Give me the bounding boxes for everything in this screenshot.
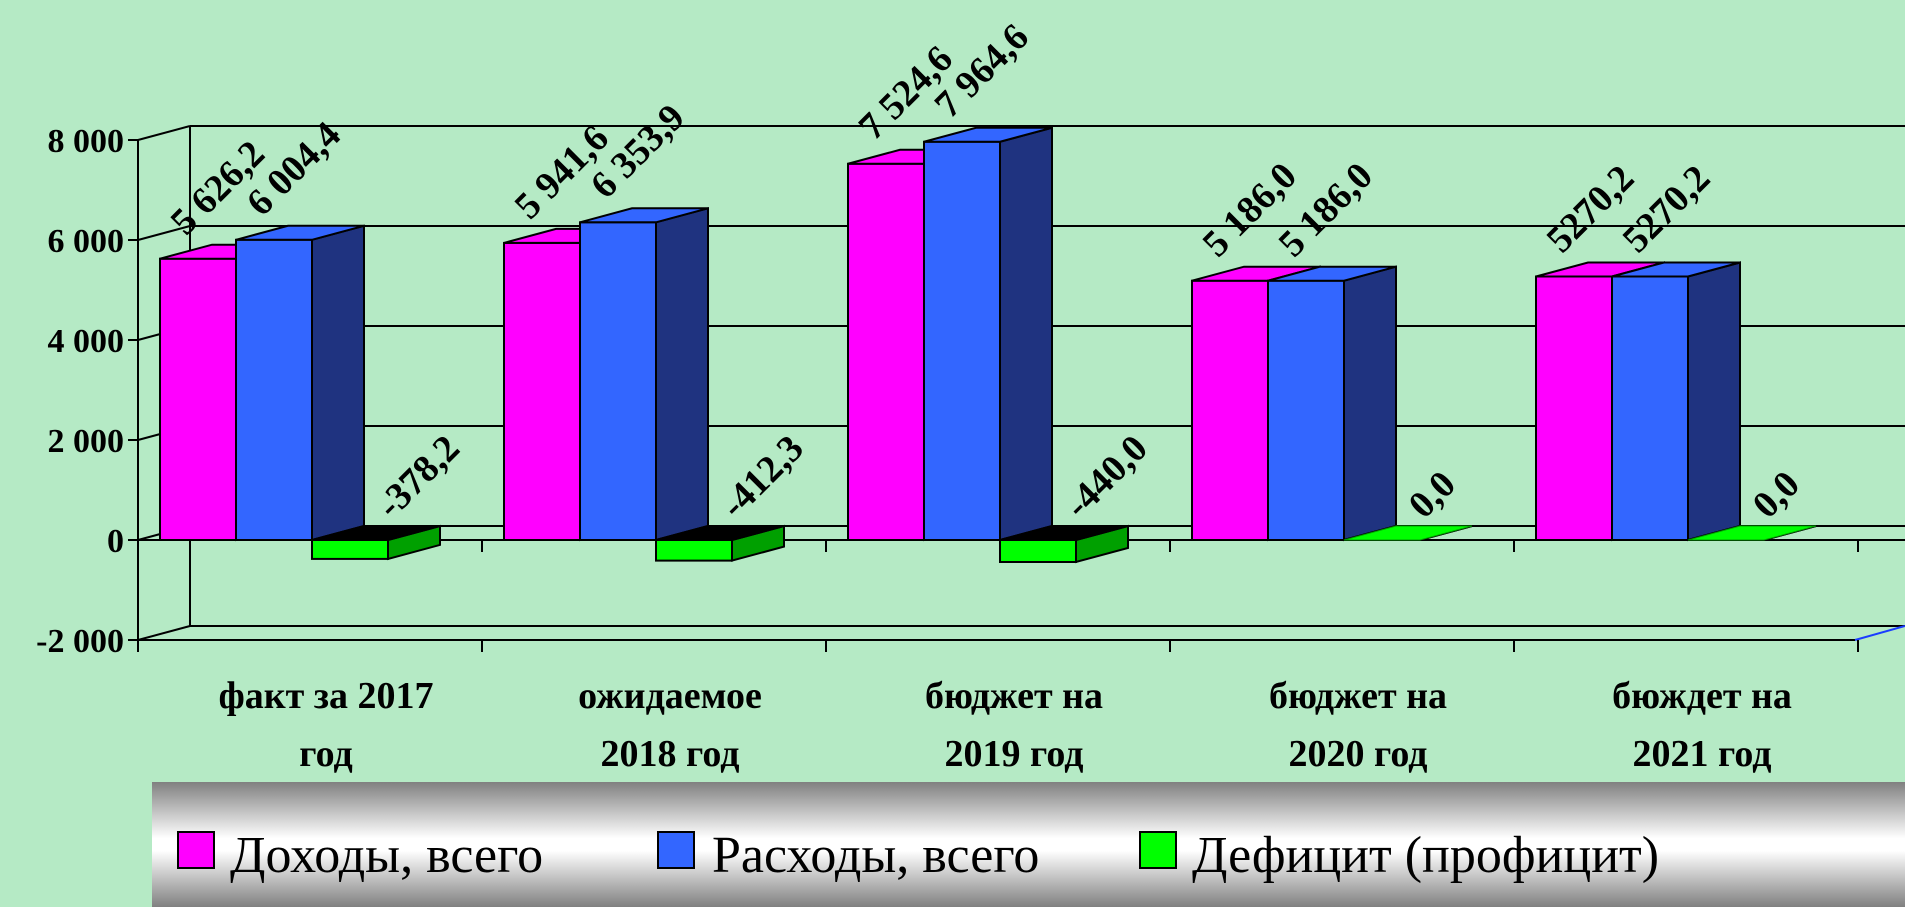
gridline-depth (137, 625, 191, 641)
category-label: 2021 год (1633, 733, 1772, 775)
bar-deficit (1687, 525, 1817, 541)
legend-label: Расходы, всего (712, 827, 1039, 884)
bar-expense (1267, 265, 1397, 542)
category-label: 2018 год (601, 733, 740, 775)
legend-box (152, 782, 1905, 907)
bar-front (1267, 279, 1345, 541)
bar-side (1687, 261, 1741, 542)
y-tick-label: 8 000 (48, 123, 125, 160)
data-label: -378,2 (369, 427, 468, 526)
category-labels: факт за 2017 год ожидаемое 2018 год бюджет н… (218, 675, 1791, 775)
bar-top (235, 224, 365, 241)
category-label: 2020 год (1289, 733, 1428, 775)
bar-expense (235, 224, 365, 542)
bar-front (1191, 279, 1269, 541)
category-label: бюждет на (1612, 675, 1792, 717)
legend: Доходы, всего Расходы, всего Дефицит (проф… (152, 782, 1905, 907)
bar-expense (1611, 261, 1741, 542)
gridline-depth (137, 125, 191, 141)
bar-top (311, 525, 441, 541)
bar-front (1611, 275, 1689, 541)
category-label: бюджет на (1269, 675, 1447, 717)
x-axis-depth (1854, 625, 1905, 641)
bar-side (999, 126, 1053, 542)
gridline-depth (137, 225, 191, 241)
bar-front (159, 257, 237, 541)
category-label: год (299, 733, 352, 775)
bar-top (579, 207, 709, 224)
bars (159, 126, 1817, 564)
bar-deficit (311, 524, 441, 561)
y-tick-label: 4 000 (48, 323, 125, 360)
data-label: 5270,2 (1539, 157, 1643, 261)
bar-side (1343, 265, 1397, 542)
bar-expense (923, 126, 1053, 542)
data-label: -412,3 (713, 427, 812, 526)
bar-top (655, 525, 785, 541)
bar-deficit (999, 524, 1129, 564)
legend-swatch (657, 831, 695, 869)
bar-zero-slab (1343, 525, 1473, 541)
bar-top (923, 126, 1053, 143)
category-label: бюджет на (925, 675, 1103, 717)
bar-front (1535, 275, 1613, 541)
bar-top (1611, 261, 1741, 278)
legend-label: Доходы, всего (230, 827, 543, 884)
bar-deficit (655, 524, 785, 562)
bar-zero-slab (1687, 525, 1817, 541)
bar-front (847, 162, 925, 542)
category-label: факт за 2017 (218, 675, 433, 717)
y-tick-label: 2 000 (48, 423, 125, 460)
bar-deficit (1343, 525, 1473, 541)
bar-top (999, 525, 1129, 541)
bar-side (655, 207, 709, 542)
legend-swatch (177, 831, 215, 869)
y-tick-label: 0 (107, 523, 124, 560)
category-label: 2019 год (945, 733, 1084, 775)
y-tick-label: -2 000 (36, 623, 124, 660)
bar-side (311, 224, 365, 542)
bar-front (235, 238, 313, 541)
bar-top (1267, 265, 1397, 282)
legend-swatch (1139, 831, 1177, 869)
data-label: 5270,2 (1615, 157, 1719, 261)
bar-front (923, 140, 1001, 542)
bar-front (999, 539, 1077, 563)
category-label: ожидаемое (578, 675, 762, 717)
bar-expense (579, 207, 709, 542)
legend-label: Дефицит (профицит) (1192, 827, 1659, 884)
y-tick-label: 6 000 (48, 223, 125, 260)
bar-front (503, 241, 581, 541)
data-label: 0,0 (1401, 463, 1464, 526)
data-label: -440,0 (1057, 427, 1156, 526)
bar-front (579, 221, 657, 541)
bar-front (311, 539, 389, 560)
data-label: 0,0 (1745, 463, 1808, 526)
bar-front (655, 539, 733, 562)
